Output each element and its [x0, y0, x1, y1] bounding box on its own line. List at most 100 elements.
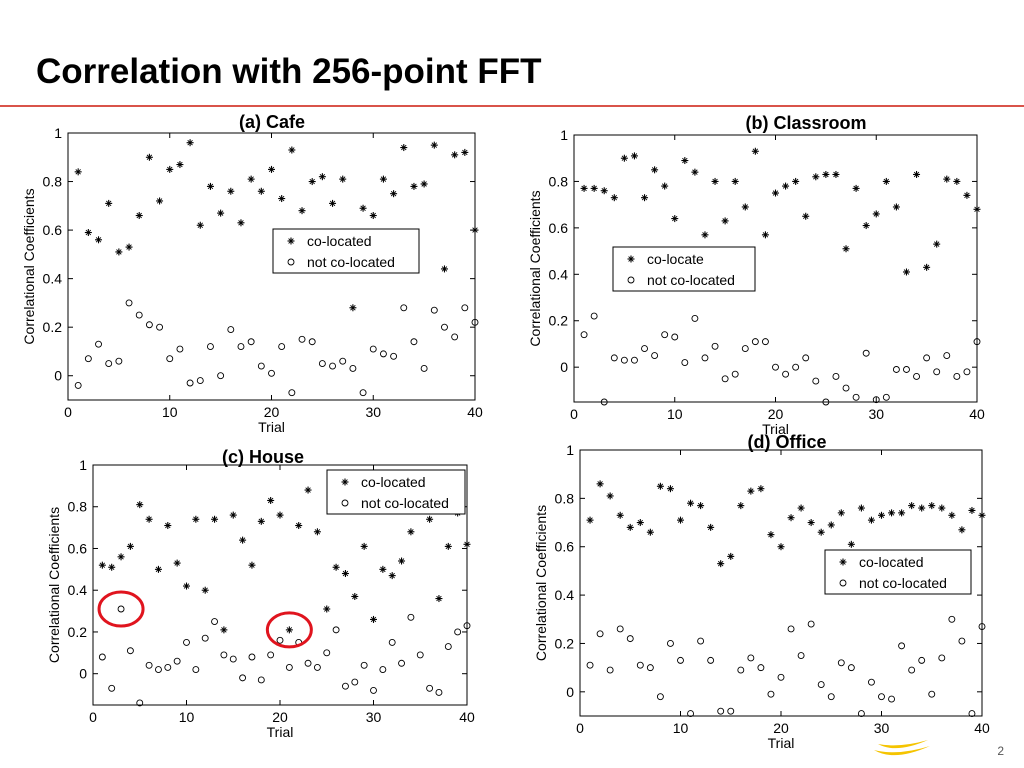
data-point-not-co-located	[95, 340, 102, 348]
x-tick-label: 0	[576, 720, 584, 736]
x-axis-label: Trial	[768, 735, 795, 751]
y-axis-label: Correlational Coefficients	[533, 505, 549, 661]
logo-swoosh-icon	[872, 736, 932, 765]
legend-marker-circle	[839, 579, 847, 587]
data-point-co-located	[777, 543, 785, 551]
data-point-co-located	[827, 521, 835, 529]
data-point-co-located	[217, 209, 225, 217]
data-point-co-located	[958, 526, 966, 534]
data-point-not-co-located	[802, 354, 810, 362]
data-point-co-located	[656, 482, 664, 490]
data-point-co-located	[923, 263, 931, 271]
data-point-co-located	[953, 177, 961, 185]
y-tick-label: 0.2	[549, 313, 569, 329]
data-point-co-located	[772, 189, 779, 197]
data-point-co-located	[426, 515, 434, 523]
data-point-not-co-located	[741, 345, 749, 353]
data-point-co-located	[84, 229, 92, 237]
data-point-not-co-located	[832, 373, 840, 380]
data-point-co-located	[388, 572, 396, 580]
data-point-not-co-located	[388, 638, 396, 646]
data-point-co-located	[278, 195, 286, 203]
data-point-not-co-located	[948, 615, 956, 623]
data-point-co-located	[440, 265, 448, 273]
data-point-not-co-located	[923, 354, 931, 362]
data-point-not-co-located	[201, 634, 209, 642]
data-point-not-co-located	[933, 368, 941, 376]
chart-title: (c) House	[222, 447, 304, 467]
data-point-not-co-located	[117, 605, 125, 613]
data-point-co-located	[802, 212, 810, 220]
data-point-not-co-located	[761, 338, 769, 346]
x-tick-label: 40	[467, 404, 483, 420]
data-point-co-located	[610, 194, 618, 202]
legend-marker-circle	[627, 276, 635, 284]
data-point-co-located	[471, 226, 479, 234]
x-tick-label: 40	[459, 709, 475, 725]
data-point-not-co-located	[136, 699, 144, 707]
data-point-not-co-located	[463, 622, 471, 630]
data-point-co-located	[782, 182, 790, 190]
data-point-co-located	[227, 187, 235, 195]
data-point-not-co-located	[359, 389, 367, 397]
data-point-co-located	[173, 559, 181, 567]
data-point-co-located	[872, 210, 880, 218]
data-point-co-located	[420, 180, 428, 188]
data-point-not-co-located	[237, 343, 245, 351]
data-point-co-located	[298, 207, 306, 215]
data-point-not-co-located	[183, 638, 190, 646]
data-point-not-co-located	[707, 656, 715, 664]
data-point-co-located	[908, 502, 916, 510]
data-point-not-co-located	[125, 299, 133, 307]
data-point-not-co-located	[206, 343, 214, 351]
data-point-co-located	[267, 496, 275, 504]
data-point-co-located	[862, 222, 870, 230]
data-point-not-co-located	[248, 653, 256, 661]
data-point-not-co-located	[797, 652, 805, 659]
data-point-not-co-located	[239, 674, 247, 682]
y-tick-label: 0.4	[549, 266, 569, 282]
data-point-not-co-located	[918, 656, 926, 664]
data-point-co-located	[822, 170, 830, 178]
data-point-not-co-located	[606, 666, 614, 674]
data-point-co-located	[211, 515, 219, 523]
data-point-co-located	[295, 522, 303, 530]
data-point-co-located	[687, 499, 695, 507]
legend-label: co-located	[859, 554, 924, 570]
data-point-not-co-located	[862, 349, 870, 357]
data-point-co-located	[430, 141, 438, 149]
data-point-co-located	[918, 504, 926, 512]
data-point-co-located	[463, 540, 471, 548]
data-point-co-located	[351, 592, 359, 600]
data-point-co-located	[892, 203, 900, 211]
data-point-co-located	[727, 552, 735, 560]
data-point-co-located	[369, 212, 377, 220]
data-point-not-co-located	[812, 377, 820, 385]
data-point-co-located	[913, 170, 921, 178]
data-point-not-co-located	[370, 686, 377, 694]
data-point-not-co-located	[787, 625, 795, 633]
chart-cafe: (a) Cafe 0 10 20 30 40 0 0.2 0.4 0.6 0.8 1 Trial Corr…	[0, 108, 500, 440]
data-point-not-co-located	[868, 678, 875, 686]
data-point-co-located	[707, 523, 715, 531]
data-point-not-co-located	[757, 664, 765, 672]
data-point-not-co-located	[721, 375, 729, 383]
data-point-co-located	[797, 504, 805, 512]
data-point-co-located	[247, 175, 255, 183]
data-point-co-located	[943, 175, 951, 183]
x-tick-label: 30	[868, 406, 884, 422]
chart-house: (c) House 0 10 20 30 40 0 0.2 0.4 0.6 0.8 1 Trial Cor…	[30, 440, 490, 748]
y-tick-label: 0.4	[68, 582, 88, 598]
data-point-co-located	[787, 514, 795, 522]
data-point-not-co-located	[451, 333, 459, 341]
data-point-not-co-located	[135, 311, 143, 319]
y-tick-label: 0.8	[555, 490, 575, 506]
data-point-not-co-located	[837, 659, 845, 667]
data-point-co-located	[257, 187, 265, 195]
legend-label: co-located	[361, 474, 426, 490]
data-point-co-located	[257, 517, 265, 525]
x-axis-label: Trial	[267, 724, 294, 740]
data-point-not-co-located	[882, 393, 890, 401]
data-point-not-co-located	[892, 366, 900, 373]
x-tick-label: 0	[570, 406, 578, 422]
